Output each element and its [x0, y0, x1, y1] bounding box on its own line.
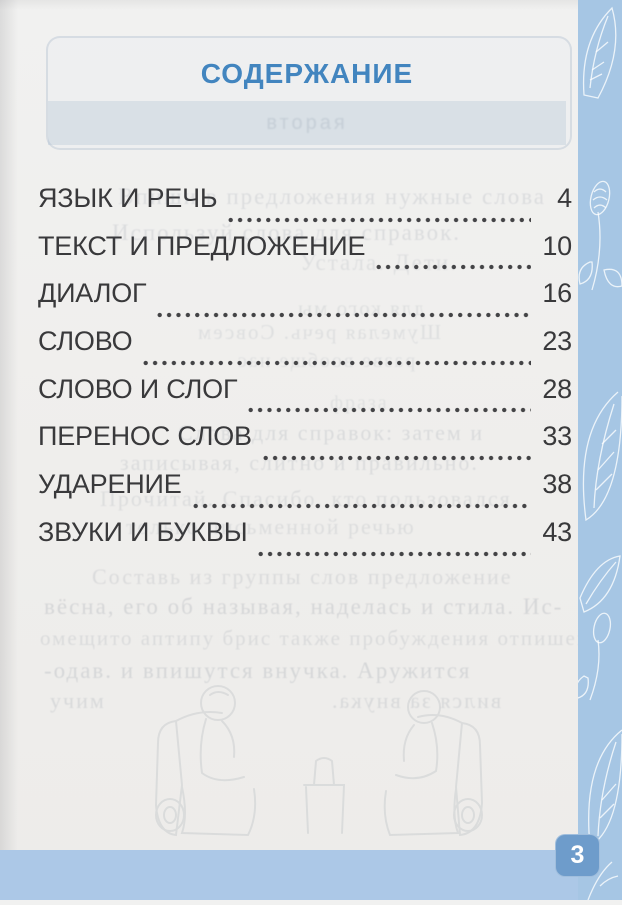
bleedthrough-text: фраза — [330, 392, 389, 414]
toc-entry-label: ДИАЛОГ — [38, 278, 147, 309]
bleedthrough-text: Шумелая речь. Совсем — [196, 320, 442, 344]
dotted-leader — [226, 215, 531, 224]
bleedthrough-text: Впиши в предложения нужные слова — [118, 184, 546, 209]
toc-row: ДИАЛОГ 16 — [38, 278, 572, 326]
toc-row: СЛОВО И СЛОГ 28 — [38, 374, 572, 422]
footer-band — [0, 850, 622, 900]
dotted-leader — [374, 263, 531, 272]
scan-edge-shadow-top — [0, 0, 622, 10]
floral-pattern — [575, 6, 622, 901]
toc-entry-label: ТЕКСТ И ПРЕДЛОЖЕНИЕ — [38, 230, 366, 261]
toc-row: ПЕРЕНОС СЛОВ 33 — [38, 421, 572, 469]
page-number-badge: 3 — [555, 834, 600, 877]
scan-edge-shadow — [0, 0, 18, 900]
bleedthrough-text: Слова для справок: затем и — [178, 420, 485, 445]
toc-row: СЛОВО 23 — [38, 326, 572, 374]
toc-entry-page-number: 38 — [542, 469, 572, 500]
bleedthrough-text: учим — [50, 688, 106, 713]
dotted-leader — [256, 549, 531, 558]
dotted-leader — [190, 501, 531, 510]
bleedthrough-text: для кого мы — [296, 296, 425, 320]
bleedthrough-text: Составь из группы слов предложение — [92, 564, 513, 589]
toc-entry-label: УДАРЕНИЕ — [38, 469, 182, 500]
bleedthrough-text: вёсна, его об называя, наделась и стила.… — [44, 594, 564, 619]
toc-list: ЯЗЫК И РЕЧЬ 4 ТЕКСТ И ПРЕДЛОЖЕНИЕ 10 ДИАЛОГ 1… — [38, 183, 572, 565]
toc-entry-label: СЛОВО И СЛОГ — [38, 373, 238, 404]
bleedthrough-text: разве вообще нас — [236, 350, 416, 372]
toc-entry-label: ЗВУКИ И БУКВЫ — [38, 516, 248, 547]
bleedthrough-band-text: вторая — [266, 112, 348, 134]
toc-entry-page-number: 16 — [542, 278, 572, 309]
toc-entry-page-number: 4 — [557, 183, 572, 213]
dotted-leader — [246, 406, 531, 415]
dotted-leader — [155, 311, 531, 320]
toc-row: УДАРЕНИЕ 38 — [38, 469, 572, 517]
dotted-leader — [260, 454, 531, 463]
toc-entry-label: ПЕРЕНОС СЛОВ — [38, 421, 252, 452]
toc-entry-page-number: 33 — [542, 421, 572, 452]
toc-entry-page-number: 43 — [542, 516, 572, 547]
bleedthrough-band — [48, 101, 566, 145]
bleedthrough-text: только письменной речью — [126, 514, 416, 539]
toc-entry-label: СЛОВО — [38, 326, 133, 357]
bleedthrough-box — [46, 36, 572, 150]
floral-strip — [575, 0, 622, 901]
toc-row: ТЕКСТ И ПРЕДЛОЖЕНИЕ 10 — [38, 231, 572, 279]
toc-row: ЗВУКИ И БУКВЫ 43 — [38, 517, 572, 565]
bleedthrough-illustration — [154, 685, 484, 837]
bleedthrough-text: Используй слова для справок. — [112, 220, 462, 245]
toc-row: ЯЗЫК И РЕЧЬ 4 — [38, 183, 572, 231]
bleedthrough-text: записывая, слитно и правильно. — [120, 450, 479, 475]
page-number: 3 — [570, 841, 585, 869]
toc-entry-label: ЯЗЫК И РЕЧЬ — [38, 183, 218, 213]
toc-entry-page-number: 28 — [542, 373, 572, 404]
bleedthrough-text: омещито аптипу брис также пробуждения от… — [40, 626, 605, 650]
bleedthrough-text: -одав. и впишутся внучка. Аружится — [44, 658, 472, 683]
dotted-leader — [141, 358, 531, 367]
bleedthrough-text: Прочитай. Спасибо, кто пользовался — [100, 486, 512, 511]
toc-entry-page-number: 23 — [542, 326, 572, 357]
bleedthrough-text: Устала. Дети. — [300, 250, 458, 275]
page-title: СОДЕРЖАНИЕ — [200, 58, 414, 89]
toc-entry-page-number: 10 — [542, 230, 572, 261]
